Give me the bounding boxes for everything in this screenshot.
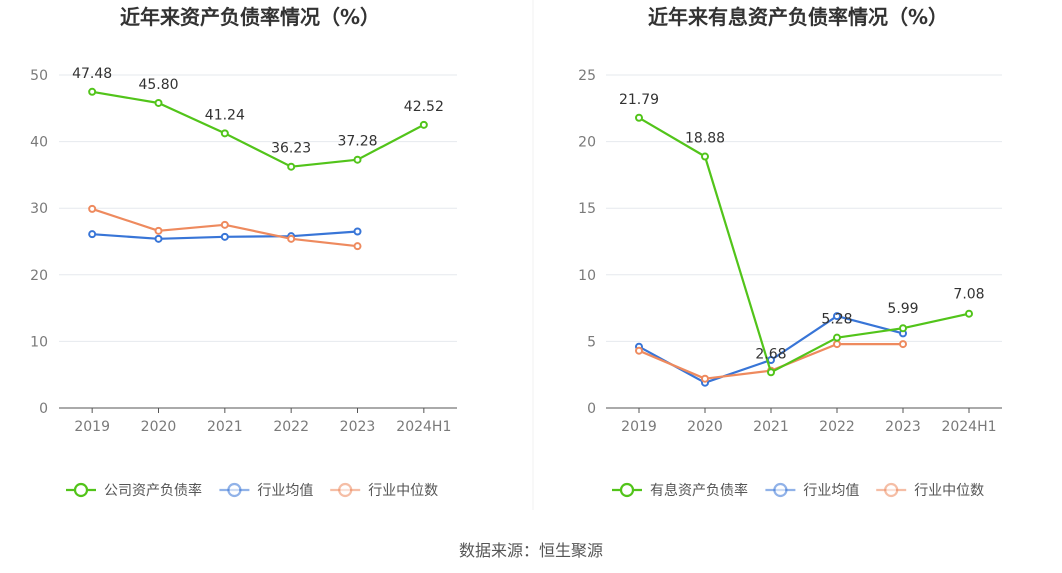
legend-label: 行业均值 xyxy=(257,483,313,499)
legend-item: 行业均值 xyxy=(765,482,859,499)
series-line xyxy=(638,116,970,374)
y-tick-label: 50 xyxy=(30,68,48,84)
data-point xyxy=(353,155,362,164)
data-label: 5.99 xyxy=(887,301,918,317)
legend-marker xyxy=(227,482,242,498)
data-point xyxy=(220,232,229,241)
y-tick-label: 5 xyxy=(587,334,596,350)
chart-interest-debt-ratio: 近年来有息资产负债率情况（%） 0 5 10 15 20 25 2019 2020 2021 202… xyxy=(578,5,1002,499)
data-point xyxy=(833,312,841,321)
data-label: 7.08 xyxy=(953,287,984,303)
data-point xyxy=(701,152,709,161)
y-tick-label: 20 xyxy=(30,268,48,284)
data-point xyxy=(635,346,643,355)
data-label: 2.68 xyxy=(755,346,786,362)
data-point xyxy=(701,374,709,383)
legend-label: 有息资产负债率 xyxy=(650,482,748,499)
y-tick-label: 10 xyxy=(578,268,596,284)
data-point xyxy=(767,368,775,377)
data-point xyxy=(287,234,296,243)
x-tick-label: 2024H1 xyxy=(396,419,451,435)
chart-debt-ratio: 近年来资产负债率情况（%） 0 10 20 30 40 50 2019 2020 2021 2022… xyxy=(30,5,457,499)
data-point xyxy=(154,234,163,243)
data-point xyxy=(220,129,229,138)
data-label: 5.28 xyxy=(821,312,852,328)
data-label: 21.79 xyxy=(619,92,659,108)
y-tick-label: 0 xyxy=(39,401,48,417)
y-tick-label: 40 xyxy=(30,135,48,151)
data-point xyxy=(287,162,296,171)
y-tick-label: 30 xyxy=(30,201,48,217)
data-label: 37.28 xyxy=(337,134,377,150)
legend-item: 有息资产负债率 xyxy=(612,482,748,499)
legend-label: 行业中位数 xyxy=(368,483,438,499)
y-tick-label: 15 xyxy=(578,201,596,217)
legend-marker xyxy=(884,482,899,498)
x-tick-label: 2022 xyxy=(819,419,855,435)
data-source: 数据来源：恒生聚源 xyxy=(459,541,603,560)
legend-item: 行业中位数 xyxy=(876,482,984,499)
x-tick-label: 2022 xyxy=(273,419,309,435)
data-point xyxy=(833,340,841,349)
legend-item: 行业均值 xyxy=(219,482,313,499)
data-point xyxy=(154,226,163,235)
legend-item: 行业中位数 xyxy=(330,482,438,499)
data-point xyxy=(899,324,907,333)
series-line xyxy=(92,90,425,168)
y-tick-label: 25 xyxy=(578,68,596,84)
data-label: 47.48 xyxy=(72,66,112,82)
x-tick-label: 2023 xyxy=(885,419,921,435)
data-point xyxy=(419,120,428,129)
x-tick-label: 2019 xyxy=(621,419,657,435)
x-tick-label: 2021 xyxy=(207,419,243,435)
x-tick-label: 2020 xyxy=(141,419,177,435)
y-tick-label: 20 xyxy=(578,135,596,151)
data-point xyxy=(154,98,163,107)
data-label: 42.52 xyxy=(404,99,444,115)
data-point xyxy=(635,113,643,122)
x-tick-label: 2023 xyxy=(340,419,376,435)
data-point xyxy=(965,309,973,318)
data-point xyxy=(88,204,97,213)
data-point xyxy=(353,242,362,251)
data-point xyxy=(88,230,97,239)
data-point xyxy=(899,340,907,349)
legend-marker xyxy=(338,482,353,498)
data-point xyxy=(833,333,841,342)
legend-label: 公司资产负债率 xyxy=(104,482,202,499)
data-point xyxy=(88,87,97,96)
x-tick-label: 2019 xyxy=(74,419,110,435)
data-label: 45.80 xyxy=(138,77,178,93)
legend-marker xyxy=(73,482,89,498)
chart-title: 近年来有息资产负债率情况（%） xyxy=(648,5,948,29)
x-tick-label: 2024H1 xyxy=(941,419,996,435)
y-tick-label: 10 xyxy=(30,334,48,350)
y-tick-label: 0 xyxy=(587,401,596,417)
x-tick-label: 2020 xyxy=(687,419,723,435)
data-label: 36.23 xyxy=(271,141,311,157)
legend-marker xyxy=(619,482,635,498)
chart-title: 近年来资产负债率情况（%） xyxy=(120,5,380,29)
legend-item: 公司资产负债率 xyxy=(66,482,202,499)
data-point xyxy=(220,220,229,229)
data-label: 41.24 xyxy=(205,107,245,123)
data-label: 18.88 xyxy=(685,131,725,147)
legend-label: 行业中位数 xyxy=(914,483,984,499)
legend-marker xyxy=(773,482,788,498)
x-tick-label: 2021 xyxy=(753,419,789,435)
data-point xyxy=(353,227,362,236)
legend-label: 行业均值 xyxy=(803,483,859,499)
